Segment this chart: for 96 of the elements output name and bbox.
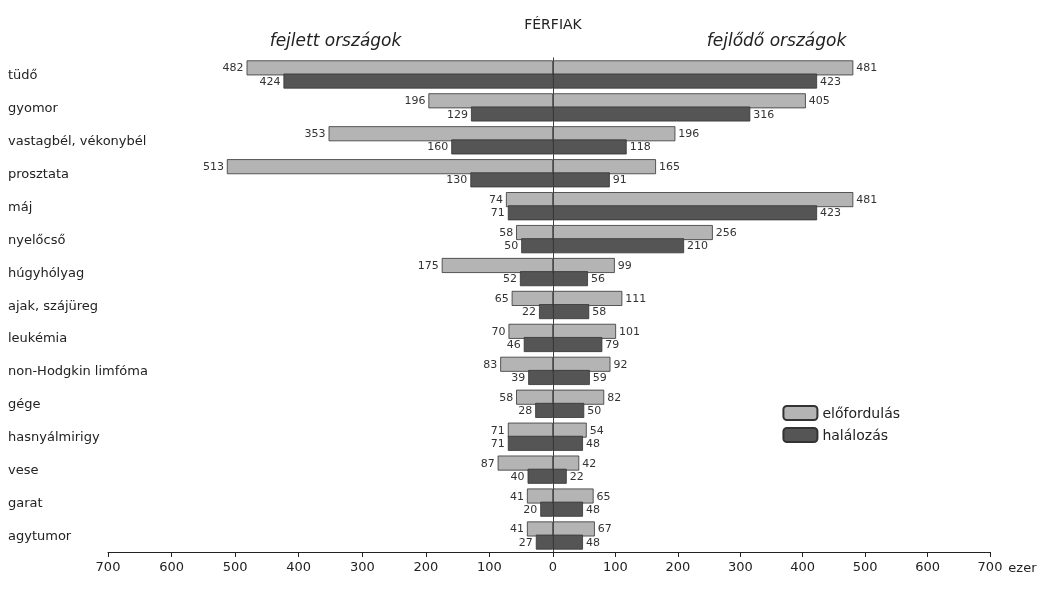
y-tick-label: agytumor (8, 528, 72, 544)
data-label: 58 (499, 390, 514, 404)
data-label: 41 (509, 489, 524, 503)
x-tick-label: 500 (222, 559, 248, 574)
data-label: 42 (582, 456, 597, 470)
data-label: 481 (856, 61, 878, 75)
data-label: 59 (592, 370, 607, 384)
data-label: 99 (617, 258, 632, 272)
y-tick-label: húgyhólyag (8, 264, 85, 280)
y-tick-label: vastagbél, vékonybél (8, 132, 147, 148)
data-label: 101 (619, 324, 641, 338)
x-tick-label: 700 (977, 559, 1003, 574)
data-label: 58 (592, 305, 607, 319)
x-tick-label: 200 (665, 559, 691, 574)
data-label: 316 (753, 107, 775, 121)
data-label: 58 (499, 226, 514, 240)
data-label: 56 (590, 272, 605, 286)
data-label: 210 (687, 239, 709, 253)
data-label: 82 (607, 390, 622, 404)
data-label: 48 (585, 436, 600, 450)
text: FÉRFIAK (523, 16, 583, 32)
data-label: 196 (678, 127, 700, 141)
data-label: 48 (585, 502, 600, 516)
legend-label: halálozás (822, 427, 889, 443)
x-tick-label: 200 (413, 559, 439, 574)
data-label: 424 (259, 74, 281, 88)
data-label: 22 (569, 469, 584, 483)
x-tick-label: 400 (790, 559, 816, 574)
data-label: 48 (585, 535, 600, 549)
y-tick-label: ajak, szájüreg (8, 297, 99, 313)
x-tick-label: 400 (286, 559, 312, 574)
data-label: 405 (808, 94, 830, 108)
data-label: 50 (504, 239, 519, 253)
data-label: 54 (589, 423, 604, 437)
y-tick-label: hasnyálmirigy (8, 429, 100, 445)
data-label: 482 (222, 61, 244, 75)
data-label: 67 (597, 522, 612, 536)
data-label: 65 (596, 489, 611, 503)
data-label: 91 (612, 173, 627, 187)
data-label: 256 (715, 226, 737, 240)
data-label: 118 (629, 140, 651, 154)
data-label: 28 (518, 403, 533, 417)
x-axis-title: ezer (1008, 560, 1038, 575)
x-tick-label: 300 (727, 559, 753, 574)
y-tick-label: gége (8, 396, 41, 412)
x-tick-label: 100 (603, 559, 628, 574)
data-label: 20 (523, 502, 538, 516)
y-tick-label: prosztata (8, 165, 69, 181)
data-label: 130 (446, 173, 468, 187)
y-tick-label: garat (8, 495, 43, 511)
data-label: 513 (202, 160, 224, 174)
data-label: 52 (502, 272, 517, 286)
x-tick-label: 0 (548, 559, 558, 574)
y-tick-label: vese (8, 462, 39, 478)
data-label: 22 (522, 305, 537, 319)
data-label: 74 (488, 193, 503, 207)
data-label: 27 (518, 535, 533, 549)
data-label: 71 (490, 423, 505, 437)
data-label: 65 (494, 291, 509, 305)
data-label: 423 (820, 74, 842, 88)
data-label: 175 (417, 258, 439, 272)
chart-title: fejlődő országok (706, 29, 848, 50)
data-label: 481 (856, 193, 878, 207)
data-label: 39 (511, 370, 526, 384)
chart-title: fejlett országok (269, 29, 403, 50)
y-tick-label: non-Hodgkin limfóma (8, 363, 148, 379)
y-tick-label: leukémia (8, 330, 68, 346)
x-tick-label: 300 (349, 559, 375, 574)
data-label: 111 (625, 291, 647, 305)
data-label: 353 (304, 127, 326, 141)
data-label: 71 (490, 436, 505, 450)
y-tick-label: tüdő (8, 66, 38, 82)
data-label: 41 (509, 522, 524, 536)
data-label: 196 (404, 94, 426, 108)
y-tick-label: nyelőcső (8, 231, 66, 247)
y-tick-label: máj (8, 198, 33, 214)
data-label: 50 (587, 403, 602, 417)
legend-label: előfordulás (822, 405, 901, 421)
data-label: 92 (613, 357, 628, 371)
data-label: 83 (483, 357, 498, 371)
data-label: 70 (491, 324, 506, 338)
data-label: 87 (480, 456, 495, 470)
data-label: 79 (605, 338, 620, 352)
x-tick-label: 700 (95, 559, 121, 574)
x-tick-label: 600 (159, 559, 184, 574)
data-label: 46 (506, 338, 521, 352)
data-label: 71 (490, 206, 505, 220)
data-label: 40 (510, 469, 525, 483)
y-tick-label: gyomor (8, 99, 59, 115)
x-tick-label: 100 (477, 559, 502, 574)
data-label: 423 (820, 206, 842, 220)
data-label: 129 (446, 107, 468, 121)
data-label: 165 (659, 160, 681, 174)
x-tick-label: 600 (915, 559, 940, 574)
x-tick-label: 500 (852, 559, 878, 574)
data-label: 160 (427, 140, 449, 154)
